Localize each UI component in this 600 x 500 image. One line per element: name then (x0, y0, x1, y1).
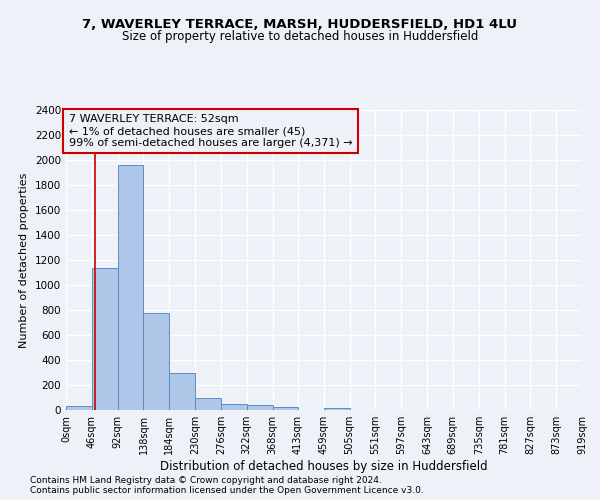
Bar (247, 405, 272, 410)
Bar (92, 268, 118, 410)
Text: Contains public sector information licensed under the Open Government Licence v3: Contains public sector information licen… (30, 486, 424, 495)
Bar (143, 313, 169, 410)
Bar (195, 398, 221, 410)
Text: 7 WAVERLEY TERRACE: 52sqm
← 1% of detached houses are smaller (45)
99% of semi-d: 7 WAVERLEY TERRACE: 52sqm ← 1% of detach… (69, 114, 352, 148)
Bar (66, 406, 92, 410)
Y-axis label: Number of detached properties: Number of detached properties (19, 172, 29, 348)
Bar (324, 408, 350, 410)
Bar (221, 404, 247, 410)
Bar (118, 165, 143, 410)
Bar (272, 407, 298, 410)
X-axis label: Distribution of detached houses by size in Huddersfield: Distribution of detached houses by size … (160, 460, 488, 473)
Bar (169, 372, 195, 410)
Text: 7, WAVERLEY TERRACE, MARSH, HUDDERSFIELD, HD1 4LU: 7, WAVERLEY TERRACE, MARSH, HUDDERSFIELD… (83, 18, 517, 30)
Text: Size of property relative to detached houses in Huddersfield: Size of property relative to detached ho… (122, 30, 478, 43)
Text: Contains HM Land Registry data © Crown copyright and database right 2024.: Contains HM Land Registry data © Crown c… (30, 476, 382, 485)
